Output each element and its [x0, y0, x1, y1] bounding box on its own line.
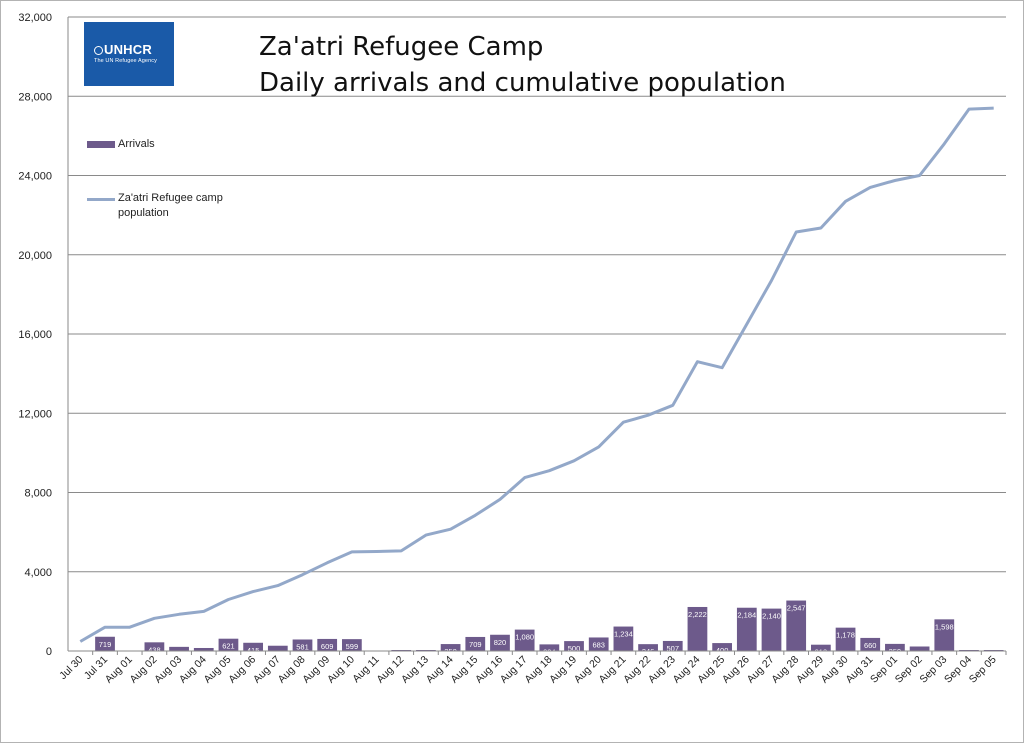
arrivals-data-label: 2,140	[762, 612, 781, 621]
arrivals-data-label: 2,184	[737, 611, 756, 620]
arrivals-bar	[934, 619, 955, 651]
arrivals-bar	[267, 645, 288, 651]
arrivals-bar	[341, 639, 362, 651]
arrivals-bar	[736, 607, 757, 651]
logo-name: UNHCR	[104, 42, 152, 57]
y-tick-label: 20,000	[18, 250, 52, 262]
y-tick-label: 16,000	[18, 329, 52, 341]
arrivals-data-label: 660	[864, 641, 877, 650]
arrivals-data-label: 683	[592, 640, 605, 649]
arrivals-bar	[465, 636, 486, 651]
arrivals-bar	[514, 629, 535, 651]
arrivals-bar	[317, 638, 338, 651]
arrivals-data-label: 599	[346, 642, 359, 651]
y-tick-label: 12,000	[18, 408, 52, 420]
x-tick-label: Aug 10	[325, 654, 357, 686]
unhcr-emblem-icon	[94, 46, 103, 55]
legend-swatch-line	[87, 198, 115, 201]
arrivals-data-label: 334	[543, 647, 556, 656]
population-line	[79, 106, 994, 643]
arrivals-data-label: 719	[99, 640, 112, 649]
arrivals-bar	[564, 641, 584, 651]
arrivals-bar	[638, 644, 658, 651]
arrivals-bar	[860, 637, 881, 651]
logo-tagline: The UN Refugee Agency	[94, 58, 157, 64]
y-tick-label: 28,000	[18, 91, 52, 103]
arrivals-bar	[539, 644, 560, 651]
arrivals-bars	[95, 600, 1004, 651]
arrivals-data-label: 1,080	[515, 633, 534, 642]
chart-title: Za'atri Refugee Camp Daily arrivals and …	[259, 29, 786, 101]
arrivals-data-label: 500	[568, 644, 581, 653]
arrivals-bar	[95, 636, 115, 651]
arrivals-data-label: 346	[642, 647, 655, 656]
arrivals-bar	[786, 600, 807, 651]
unhcr-logo: UNHCR The UN Refugee Agency	[84, 22, 174, 86]
arrivals-bar	[712, 643, 733, 651]
y-tick-label: 4,000	[24, 567, 52, 579]
legend-label-arrivals: Arrivals	[118, 138, 155, 150]
arrivals-bar	[292, 639, 313, 651]
arrivals-data-label: 318	[815, 648, 828, 657]
arrivals-data-label: 152	[198, 639, 211, 648]
gridlines	[68, 16, 1006, 652]
arrivals-bar-labels: 719 438 209 152 621 415 266 581 609 599 350 709 820 1…	[99, 604, 954, 657]
arrivals-data-label: 438	[148, 645, 161, 654]
arrivals-data-label: 227	[913, 638, 926, 647]
arrivals-bar	[662, 640, 683, 651]
arrivals-data-label: 415	[247, 646, 260, 655]
x-tick-label: Jul 30	[57, 654, 85, 682]
chart-title-line1: Za'atri Refugee Camp	[259, 32, 544, 62]
legend-swatch-bar	[87, 141, 115, 148]
legend-label-population-1: Za'atri Refugee camp	[118, 192, 223, 204]
arrivals-bar	[761, 608, 782, 651]
arrivals-bar	[588, 637, 609, 651]
arrivals-bar	[909, 646, 930, 651]
y-tick-label: 32,000	[18, 12, 52, 24]
arrivals-bar	[810, 644, 831, 651]
arrivals-bar	[440, 644, 461, 651]
y-tick-label: 0	[46, 646, 52, 658]
chart-title-line2: Daily arrivals and cumulative population	[259, 68, 786, 98]
arrivals-bar	[144, 642, 165, 651]
arrivals-bar	[885, 643, 905, 651]
arrivals-data-label: 581	[296, 642, 309, 651]
legend-label-population-2: population	[118, 207, 169, 219]
x-tick-label: Sep 05	[967, 654, 999, 686]
y-axis: 0 4,000 8,000 12,000 16,000 20,000 24,000 28,00…	[18, 12, 69, 658]
arrivals-data-label: 621	[222, 642, 235, 651]
arrivals-data-label: 1,598	[935, 622, 954, 631]
arrivals-data-label: 709	[469, 640, 482, 649]
arrivals-bar	[835, 627, 856, 651]
arrivals-data-label: 1,178	[836, 631, 855, 640]
population-line-group	[79, 106, 994, 643]
y-tick-label: 24,000	[18, 171, 52, 183]
arrivals-data-label: 609	[321, 642, 334, 651]
arrivals-bar	[613, 626, 634, 651]
arrivals-data-label: 350	[444, 647, 457, 656]
arrivals-data-label: 2,222	[688, 610, 707, 619]
arrivals-data-label: 2,547	[787, 604, 806, 613]
arrivals-bar	[218, 638, 239, 651]
y-tick-label: 8,000	[24, 488, 52, 500]
arrivals-bar	[687, 606, 708, 651]
arrivals-data-label: 266	[272, 637, 285, 646]
arrivals-bar	[169, 646, 189, 651]
arrivals-data-label: 209	[173, 638, 186, 647]
arrivals-data-label: 507	[667, 644, 680, 653]
arrivals-bar	[490, 634, 510, 651]
arrivals-bar	[193, 647, 214, 651]
arrivals-bar	[243, 642, 264, 651]
arrivals-data-label: 1,234	[614, 630, 633, 639]
arrivals-data-label: 820	[494, 638, 507, 647]
